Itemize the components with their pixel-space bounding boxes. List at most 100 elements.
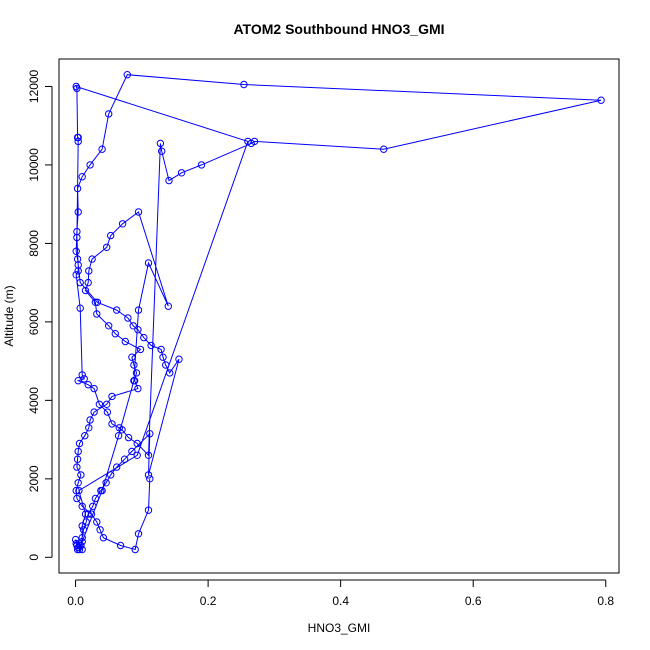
data-point	[73, 227, 81, 236]
data-point	[130, 377, 139, 385]
data-point	[147, 341, 155, 350]
data-point	[120, 455, 129, 463]
data-point	[73, 463, 81, 471]
data-point	[133, 439, 141, 448]
data-point	[88, 255, 96, 263]
data-point	[123, 71, 132, 79]
data-point	[74, 133, 82, 142]
data-point	[75, 486, 83, 495]
data-point	[136, 345, 145, 354]
data-point	[84, 381, 92, 389]
data-point	[72, 271, 80, 279]
data-point	[73, 84, 81, 93]
data-point	[116, 541, 125, 550]
data-point	[156, 139, 165, 148]
data-point	[144, 506, 153, 514]
data-point	[89, 502, 97, 510]
data-point	[72, 247, 80, 256]
data-point	[78, 371, 86, 379]
data-point	[74, 447, 82, 456]
data-point	[164, 302, 173, 310]
data-point	[98, 145, 106, 153]
data-point	[250, 137, 259, 146]
y-tick-label: 6000	[27, 308, 41, 335]
data-point	[90, 384, 98, 393]
data-point	[158, 147, 166, 155]
data-point	[73, 233, 81, 242]
x-axis-label: HNO3_GMI	[308, 621, 371, 635]
data-point	[140, 333, 148, 342]
data-point	[165, 176, 173, 185]
data-point	[118, 220, 127, 228]
data-point	[78, 173, 86, 181]
data-point	[78, 502, 86, 510]
data-point	[99, 534, 108, 542]
chart-title: ATOM2 Southbound HNO3_GMI	[233, 21, 444, 37]
data-point	[131, 545, 139, 554]
plot-frame	[58, 58, 620, 574]
y-tick-label: 8000	[27, 230, 41, 257]
y-tick-label: 4000	[27, 387, 41, 414]
data-point	[134, 208, 143, 216]
data-point	[114, 432, 123, 440]
data-point	[144, 451, 153, 459]
data-point	[74, 377, 82, 385]
y-tick-label: 12000	[27, 69, 41, 103]
data-point	[103, 243, 111, 252]
data-point	[98, 486, 106, 495]
y-tick-label: 2000	[27, 465, 41, 492]
data-point	[146, 475, 154, 483]
data-point	[73, 494, 81, 503]
data-point	[134, 306, 143, 314]
data-point	[74, 543, 82, 552]
data-point	[103, 408, 112, 416]
data-point	[81, 432, 89, 440]
data-point	[96, 526, 104, 534]
x-axis: 0.0 0.2 0.4 0.6 0.8	[67, 579, 614, 608]
x-tick-label: 0.6	[465, 594, 482, 608]
data-point	[91, 494, 100, 503]
data-point	[157, 345, 165, 354]
data-point	[144, 471, 153, 479]
data-point	[84, 510, 92, 518]
data-point	[144, 259, 153, 267]
data-point	[76, 304, 84, 312]
data-point	[93, 518, 101, 526]
data-point	[166, 369, 174, 377]
data-point	[133, 451, 141, 459]
data-point	[81, 286, 90, 295]
data-point	[113, 306, 121, 314]
data-point	[93, 310, 101, 318]
x-tick-label: 0.0	[67, 594, 84, 608]
series-layer	[71, 71, 605, 554]
data-point	[78, 522, 86, 530]
data-point	[105, 110, 113, 118]
y-tick-label: 0	[27, 554, 41, 561]
y-tick-label: 10000	[27, 148, 41, 182]
data-point	[74, 479, 82, 487]
data-point	[75, 439, 84, 448]
data-point	[197, 161, 206, 169]
data-point	[380, 145, 388, 153]
data-point	[78, 534, 86, 542]
data-point	[86, 161, 94, 169]
data-point	[107, 231, 115, 240]
data-point	[132, 369, 141, 377]
data-point	[74, 137, 82, 146]
data-point	[75, 545, 84, 554]
series-line	[75, 74, 602, 552]
data-point	[73, 255, 82, 263]
data-point	[128, 447, 136, 456]
data-point	[134, 326, 142, 334]
data-point	[84, 278, 92, 287]
data-point	[130, 361, 138, 369]
data-point	[78, 537, 86, 546]
x-tick-label: 0.2	[200, 594, 217, 608]
data-point	[73, 184, 82, 193]
data-point	[74, 267, 82, 275]
x-tick-label: 0.8	[597, 594, 614, 608]
data-point	[78, 545, 86, 554]
data-point	[91, 298, 100, 306]
x-tick-label: 0.4	[332, 594, 349, 608]
data-point	[93, 298, 102, 306]
